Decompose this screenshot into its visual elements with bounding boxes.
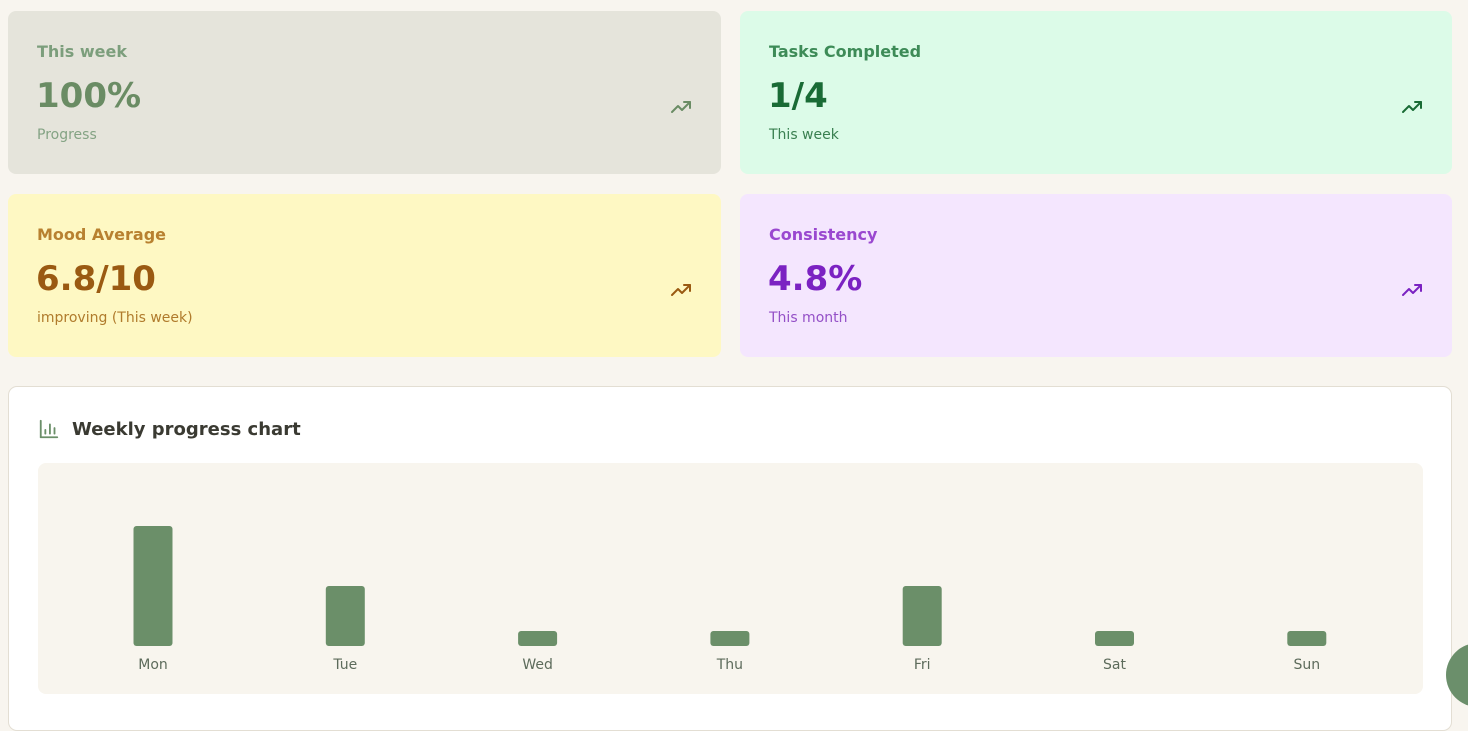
stat-card-this-week: This week 100% Progress [8, 11, 721, 174]
bar-thu [710, 631, 750, 646]
stat-label: Tasks Completed [769, 42, 922, 61]
bar-wed [518, 631, 558, 646]
x-tick-label-fri: Fri [914, 657, 931, 673]
stat-subtitle: improving (This week) [37, 310, 193, 326]
chart-title: Weekly progress chart [72, 418, 301, 440]
stat-value: 6.8/10 [36, 259, 156, 299]
stat-label: This week [37, 42, 128, 61]
trend-up-icon [1402, 284, 1422, 296]
bar-tue [325, 586, 365, 646]
stat-card-tasks-completed: Tasks Completed 1/4 This week [740, 11, 1452, 174]
x-tick-label-sat: Sat [1103, 657, 1126, 673]
stat-card-consistency: Consistency 4.8% This month [740, 194, 1452, 357]
bar-mon [133, 526, 173, 646]
stat-subtitle: Progress [37, 127, 97, 143]
stat-label: Mood Average [37, 225, 167, 244]
trend-up-icon [671, 284, 691, 296]
bar-chart: Mon Tue Wed Thu Fri Sat Sun [133, 526, 1327, 673]
bar-fri [902, 586, 942, 646]
trend-up-icon [1402, 101, 1422, 113]
x-tick-label-thu: Thu [716, 657, 743, 673]
x-tick-label-wed: Wed [522, 657, 553, 673]
stat-value: 100% [36, 76, 142, 116]
stat-subtitle: This week [769, 127, 839, 143]
x-tick-label-mon: Mon [138, 657, 168, 673]
chat-button[interactable] [1446, 643, 1468, 707]
stat-value: 1/4 [768, 76, 828, 116]
stat-value: 4.8% [768, 259, 863, 299]
x-tick-label-tue: Tue [332, 657, 357, 673]
stat-subtitle: This month [769, 310, 848, 326]
stat-card-mood-average: Mood Average 6.8/10 improving (This week… [8, 194, 721, 357]
chart-plot-area: Mon Tue Wed Thu Fri Sat Sun [38, 463, 1423, 694]
stat-label: Consistency [769, 225, 878, 244]
trend-up-icon [671, 101, 691, 113]
bar-chart-icon [39, 419, 59, 439]
bar-sun [1287, 631, 1327, 646]
bar-sat [1095, 631, 1134, 646]
x-tick-label-sun: Sun [1293, 657, 1320, 673]
weekly-progress-card: Weekly progress chart Mon Tue Wed Thu Fri Sat… [8, 386, 1452, 731]
chart-header: Weekly progress chart [38, 417, 301, 441]
